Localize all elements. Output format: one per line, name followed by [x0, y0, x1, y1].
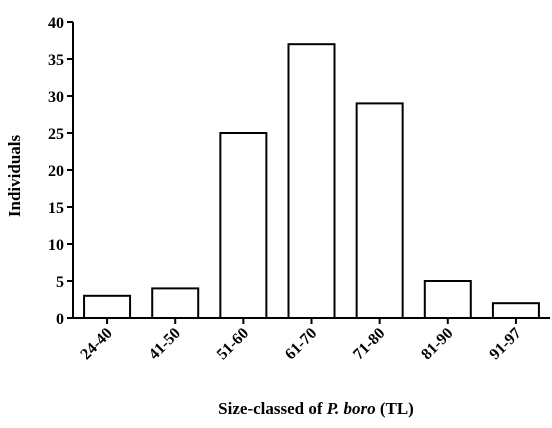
- x-axis: 24-40 41-50 51-60 61-70 71-80 81-90 91-97: [73, 317, 550, 363]
- bar-41-50: [151, 287, 200, 319]
- x-tick-label-71-80: 71-80: [350, 325, 388, 363]
- bars-group: [83, 43, 540, 320]
- y-tick-label: 10: [48, 237, 64, 254]
- y-tick-label: 0: [56, 311, 64, 328]
- x-tick-label-24-40: 24-40: [77, 325, 115, 363]
- x-tick-label-91-97: 91-97: [486, 325, 524, 363]
- y-axis-title: Individuals: [5, 135, 24, 218]
- y-axis: 0 5 10 15 20 25 30 35 40: [48, 15, 74, 328]
- bar-81-90: [423, 280, 472, 319]
- y-tick-label: 5: [56, 274, 64, 291]
- x-tick-label-51-60: 51-60: [214, 325, 252, 363]
- x-axis-title: Size-classed of P. boro (TL): [218, 399, 414, 418]
- y-tick-label: 30: [48, 89, 64, 106]
- bar-91-97: [491, 302, 540, 320]
- x-axis-title-suffix: (TL): [376, 399, 414, 418]
- x-axis-title-prefix: Size-classed of: [218, 399, 327, 418]
- bar-71-80: [355, 102, 404, 320]
- x-tick-label-61-70: 61-70: [282, 325, 320, 363]
- y-tick-label: 15: [48, 200, 64, 217]
- y-tick-label: 40: [48, 15, 64, 32]
- y-tick-label: 25: [48, 126, 64, 143]
- bar-51-60: [219, 132, 268, 319]
- bar-61-70: [287, 43, 336, 319]
- y-tick-label: 20: [48, 163, 64, 180]
- y-tick-label: 35: [48, 52, 64, 69]
- x-axis-title-species: P. boro: [326, 399, 376, 418]
- x-tick-label-81-90: 81-90: [418, 325, 456, 363]
- bar-24-40: [83, 294, 132, 319]
- x-tick-label-41-50: 41-50: [146, 325, 184, 363]
